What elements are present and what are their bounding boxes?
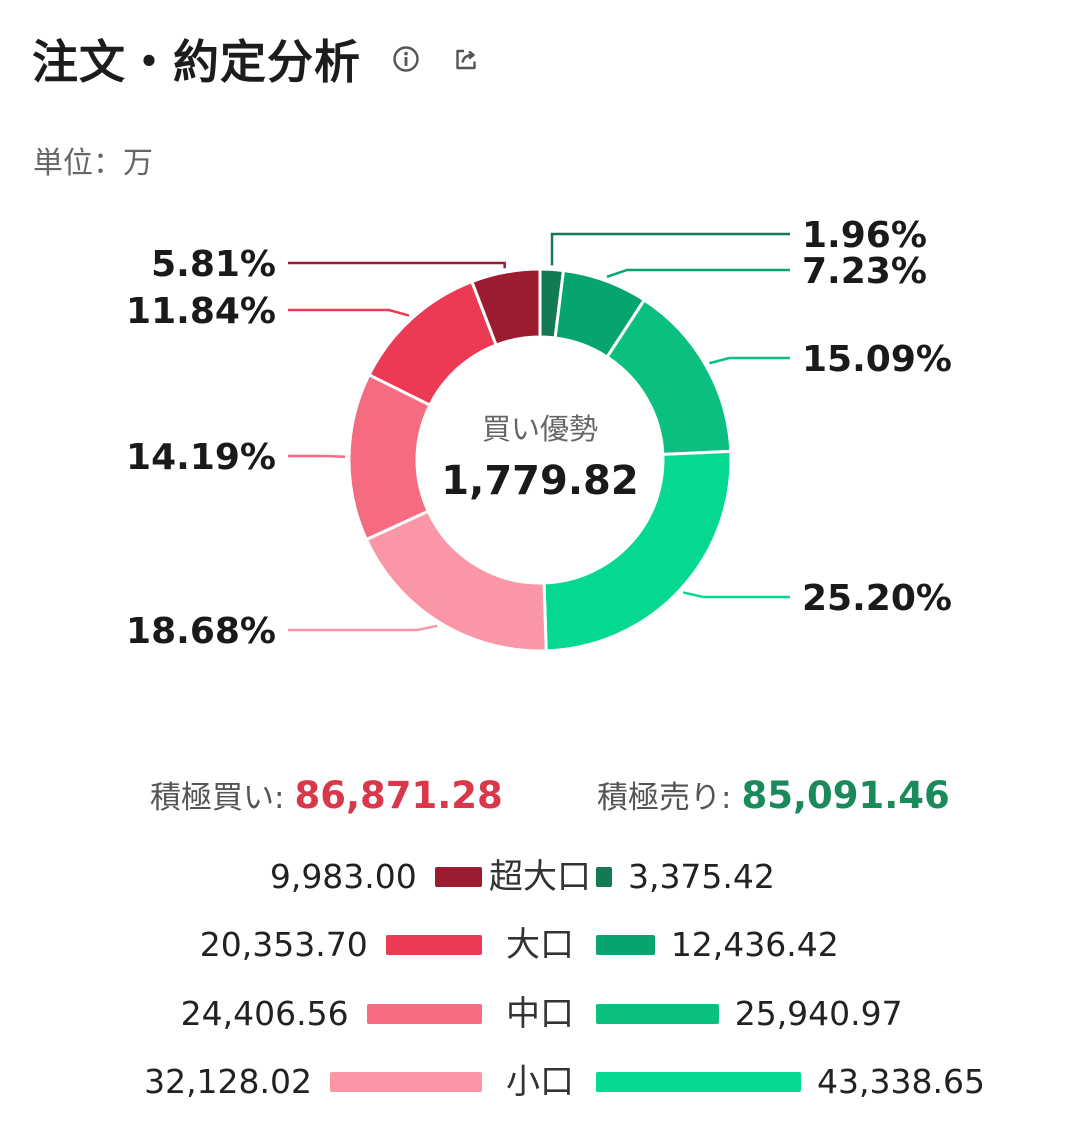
leader-line-4 bbox=[288, 624, 438, 632]
sell-value-3: 43,338.65 bbox=[817, 1062, 985, 1101]
category-label-3: 小口 bbox=[506, 1062, 574, 1102]
sell-value-1: 12,436.42 bbox=[670, 925, 839, 964]
leader-line-0 bbox=[550, 232, 790, 266]
legend-row-2: 24,406.56 中口 25,940.97 bbox=[0, 989, 1079, 1039]
leader-line-2 bbox=[708, 356, 790, 365]
sell-total-label: 積極売り: bbox=[597, 780, 732, 816]
percent-label-6: 11.84% bbox=[126, 291, 276, 332]
buy-total: 積極買い: 86,871.28 bbox=[150, 772, 503, 817]
legend-row-1: 20,353.70 大口 12,436.42 bbox=[0, 920, 1079, 970]
category-label-2: 中口 bbox=[506, 994, 574, 1034]
sell-bar-0 bbox=[596, 867, 612, 887]
donut-slice-sell-3 bbox=[542, 449, 733, 653]
center-label: 買い優勢 bbox=[482, 412, 598, 446]
legend-row-3: 32,128.02 小口 43,338.65 bbox=[0, 1057, 1079, 1107]
buy-value-1: 20,353.70 bbox=[199, 925, 368, 964]
page-title: 注文・約定分析 bbox=[32, 35, 361, 89]
percent-label-3: 25.20% bbox=[802, 578, 952, 619]
leader-line-7 bbox=[288, 261, 506, 269]
legend-row-0: 9,983.00 超大口 3,375.42 bbox=[0, 852, 1079, 902]
header: 注文・約定分析 bbox=[32, 26, 481, 92]
buy-bar-0 bbox=[434, 867, 482, 887]
category-label-0: 超大口 bbox=[489, 857, 591, 897]
percent-label-2: 15.09% bbox=[802, 339, 952, 380]
percent-label-0: 1.96% bbox=[802, 215, 927, 256]
leader-line-1 bbox=[606, 268, 790, 279]
percent-label-1: 7.23% bbox=[802, 251, 927, 292]
sell-value-2: 25,940.97 bbox=[734, 994, 903, 1033]
leader-line-6 bbox=[288, 308, 410, 317]
leader-line-3 bbox=[682, 591, 790, 599]
percent-label-5: 14.19% bbox=[126, 437, 276, 478]
totals: 積極買い: 86,871.28 積極売り: 85,091.46 bbox=[0, 772, 1079, 822]
leader-line-5 bbox=[288, 454, 346, 459]
buy-total-label: 積極買い: bbox=[150, 780, 285, 816]
buy-bar-3 bbox=[330, 1072, 482, 1092]
buy-value-3: 32,128.02 bbox=[144, 1062, 313, 1101]
unit-label: 単位：万 bbox=[33, 146, 153, 181]
buy-total-value: 86,871.28 bbox=[294, 774, 503, 817]
sell-bar-3 bbox=[596, 1072, 801, 1092]
category-label-1: 大口 bbox=[506, 925, 574, 965]
info-icon[interactable] bbox=[391, 44, 421, 74]
sell-value-0: 3,375.42 bbox=[627, 857, 775, 896]
percent-label-4: 18.68% bbox=[126, 611, 276, 652]
buy-bar-1 bbox=[385, 935, 482, 955]
buy-value-0: 9,983.00 bbox=[269, 857, 417, 896]
share-icon[interactable] bbox=[451, 44, 481, 74]
buy-value-2: 24,406.56 bbox=[180, 994, 349, 1033]
sell-total: 積極売り: 85,091.46 bbox=[597, 772, 950, 817]
sell-bar-2 bbox=[596, 1004, 719, 1024]
sell-bar-1 bbox=[596, 935, 655, 955]
sell-total-value: 85,091.46 bbox=[741, 774, 950, 817]
donut-slice-buy-7 bbox=[469, 267, 542, 348]
buy-bar-2 bbox=[366, 1004, 482, 1024]
percent-label-7: 5.81% bbox=[151, 244, 276, 285]
donut-chart: 1.96%7.23% 15.09% 25.20% 18.68% 14.19% 11.84%… bbox=[126, 215, 952, 653]
center-value: 1,779.82 bbox=[441, 458, 638, 504]
